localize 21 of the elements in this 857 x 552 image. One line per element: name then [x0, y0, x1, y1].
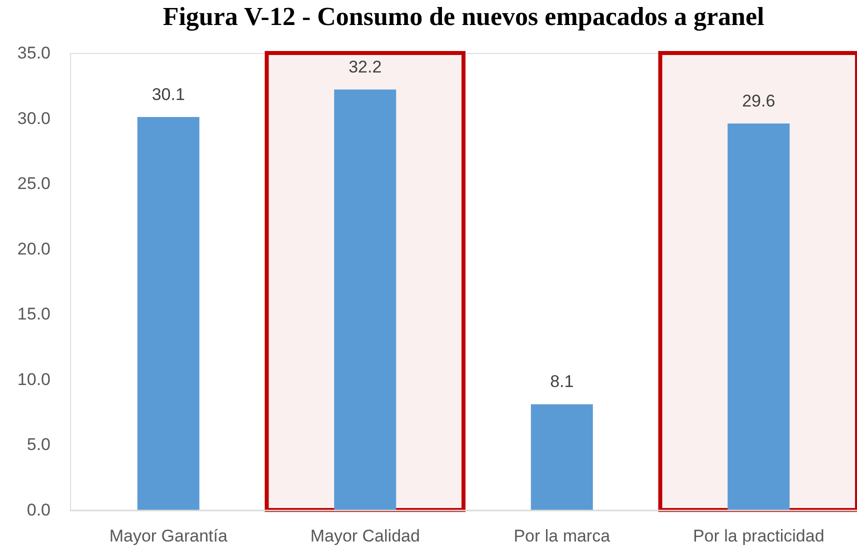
- y-tick-label: 25.0: [17, 174, 50, 194]
- y-tick-label: 20.0: [17, 239, 50, 258]
- chart-title: Figura V-12 - Consumo de nuevos empacados a granel: [162, 2, 764, 31]
- data-label: 30.1: [152, 84, 185, 104]
- x-tick-label: Por la practicidad: [692, 526, 824, 546]
- x-tick-label: Mayor Garantía: [109, 526, 228, 546]
- y-tick-label: 35.0: [17, 44, 50, 62]
- bar: [137, 116, 200, 510]
- data-label: 32.2: [348, 58, 382, 77]
- bar: [334, 90, 396, 510]
- bar: [530, 404, 593, 510]
- data-label: 8.1: [550, 372, 574, 392]
- y-tick-label: 0.0: [26, 500, 50, 520]
- x-tick-label: Mayor Calidad: [310, 526, 420, 546]
- y-tick-label: 5.0: [26, 435, 50, 454]
- y-tick-label: 15.0: [17, 304, 50, 324]
- y-tick-label: 10.0: [17, 370, 50, 389]
- x-tick-label: Por la marca: [514, 526, 611, 546]
- y-tick-label: 30.0: [17, 108, 50, 128]
- bar: [728, 124, 790, 510]
- data-label: 29.6: [742, 92, 776, 111]
